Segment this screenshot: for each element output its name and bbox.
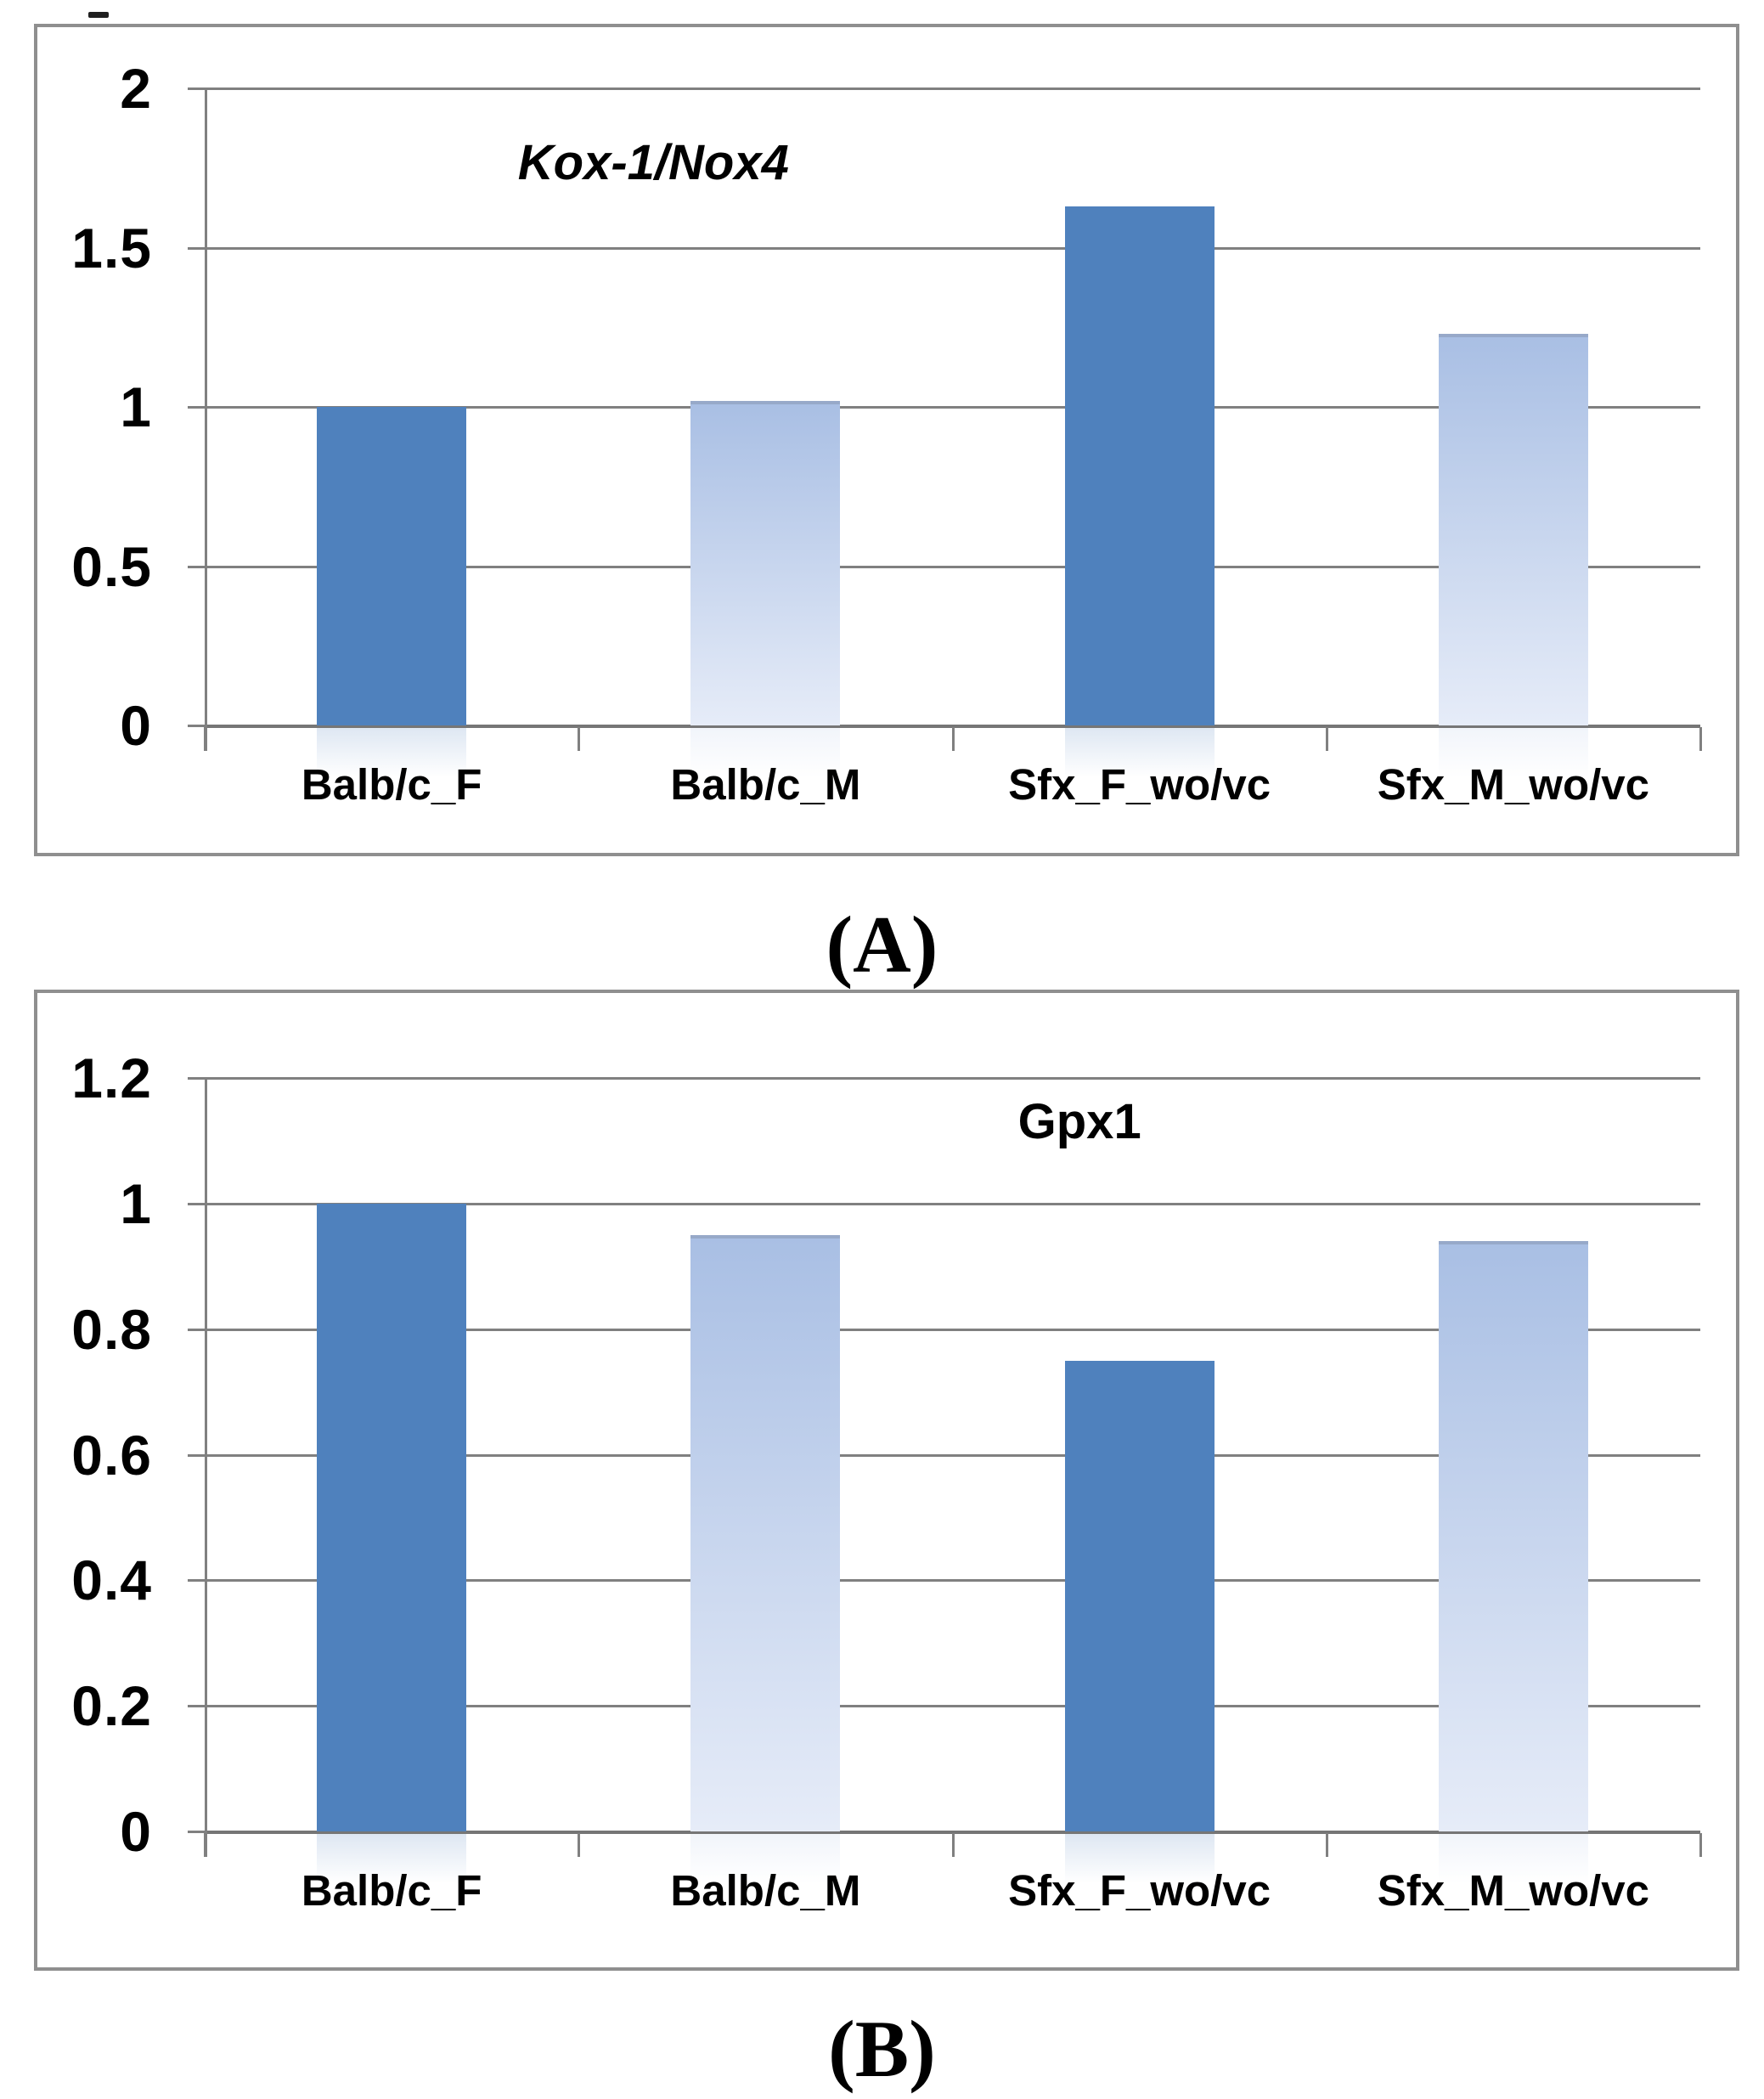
y-tick-mark (188, 1328, 205, 1331)
y-tick-label: 0.4 (71, 1549, 152, 1612)
x-category-label: Sfx_M_wo/vc (1377, 1866, 1650, 1915)
x-tick-mark (578, 1833, 581, 1857)
y-tick-mark (188, 725, 205, 727)
gridline (205, 1579, 1700, 1583)
gridline (205, 1077, 1700, 1080)
y-tick-label: 0 (120, 694, 152, 757)
gridline (205, 87, 1700, 90)
bar-Sfx_F_wo/vc (1064, 1360, 1215, 1831)
chart-title: Gpx1 (1017, 1094, 1141, 1149)
bar-chart-gpx1: 1.2 1 0.8 0.6 0.4 0.2 0 Balb/c_F Balb/c_M Sfx_F_w… (37, 993, 1736, 1967)
x-tick-mark (1699, 727, 1702, 751)
y-axis-line (205, 1078, 207, 1857)
gridline (205, 1328, 1700, 1331)
y-tick-label: 0.8 (71, 1297, 152, 1361)
chart-panel-b: 1.2 1 0.8 0.6 0.4 0.2 0 Balb/c_F Balb/c_M Sfx_F_w… (34, 990, 1739, 1971)
x-tick-mark (951, 727, 955, 751)
y-tick-mark (188, 246, 205, 250)
stray-mark (88, 12, 109, 18)
bar-Balb/c_F (317, 407, 467, 725)
y-tick-mark (188, 406, 205, 409)
bar-Sfx_F_wo/vc (1064, 206, 1215, 725)
gridline (205, 406, 1700, 409)
y-tick-label: 0.5 (71, 534, 152, 598)
y-tick-mark (188, 1705, 205, 1708)
x-tick-mark (578, 727, 581, 751)
y-tick-label: 1 (120, 375, 152, 438)
y-tick-mark (188, 87, 205, 90)
x-category-label: Sfx_F_wo/vc (1008, 1866, 1271, 1915)
y-axis-line (205, 88, 207, 751)
gridline (205, 1202, 1700, 1205)
y-tick-label: 1.2 (71, 1047, 152, 1109)
x-category-label: Balb/c_M (670, 1866, 861, 1915)
bar-Balb/c_M (690, 1234, 841, 1831)
y-tick-label: 1 (120, 1171, 152, 1235)
x-tick-mark (204, 1833, 206, 1857)
x-tick-mark (1325, 727, 1328, 751)
y-tick-label: 0.2 (71, 1674, 152, 1738)
panel-caption-a: (A) (826, 900, 938, 990)
x-axis-line (205, 725, 1700, 728)
bar-reflection (1064, 1834, 1215, 1883)
gridline (205, 246, 1700, 250)
x-tick-mark (1325, 1833, 1328, 1857)
x-category-label: Balb/c_F (301, 760, 482, 809)
y-tick-label: 1.5 (71, 216, 152, 279)
bar-reflection (690, 728, 841, 777)
bar-reflection (1438, 1834, 1588, 1883)
bar-reflection (1064, 728, 1215, 777)
gridline (205, 1705, 1700, 1708)
x-tick-mark (204, 727, 206, 751)
bar-reflection (1438, 728, 1588, 777)
y-tick-label: 0.6 (71, 1423, 152, 1487)
chart-title: Kox-1/Nox4 (517, 135, 789, 190)
y-tick-mark (188, 1579, 205, 1583)
y-tick-mark (188, 1453, 205, 1457)
bar-Sfx_M_wo/vc (1438, 1241, 1588, 1831)
gridline (205, 1453, 1700, 1457)
y-tick-label: 0 (120, 1800, 152, 1863)
x-category-label: Balb/c_M (670, 760, 861, 809)
bar-Sfx_M_wo/vc (1438, 333, 1588, 725)
x-tick-mark (951, 1833, 955, 1857)
x-tick-mark (1699, 1833, 1702, 1857)
bar-chart-kox1-nox4: 2 1.5 1 0.5 0 Balb/c_F Balb/c_M Sfx_F_wo/vc Sfx_… (37, 27, 1736, 853)
y-tick-mark (188, 1202, 205, 1205)
bar-Balb/c_M (690, 400, 841, 725)
bar-reflection (317, 1834, 467, 1883)
bar-Balb/c_F (317, 1203, 467, 1831)
x-category-label: Sfx_M_wo/vc (1377, 760, 1650, 809)
gridline (205, 565, 1700, 568)
x-axis-line (205, 1831, 1700, 1834)
x-category-label: Balb/c_F (301, 1866, 482, 1915)
bar-reflection (317, 728, 467, 777)
y-tick-mark (188, 565, 205, 568)
bar-reflection (690, 1834, 841, 1883)
x-category-label: Sfx_F_wo/vc (1008, 760, 1271, 809)
y-tick-mark (188, 1077, 205, 1080)
panel-caption-b: (B) (828, 2004, 936, 2094)
chart-panel-a: 2 1.5 1 0.5 0 Balb/c_F Balb/c_M Sfx_F_wo/vc Sfx_… (34, 24, 1739, 856)
y-tick-mark (188, 1831, 205, 1833)
y-tick-label: 2 (120, 57, 152, 120)
